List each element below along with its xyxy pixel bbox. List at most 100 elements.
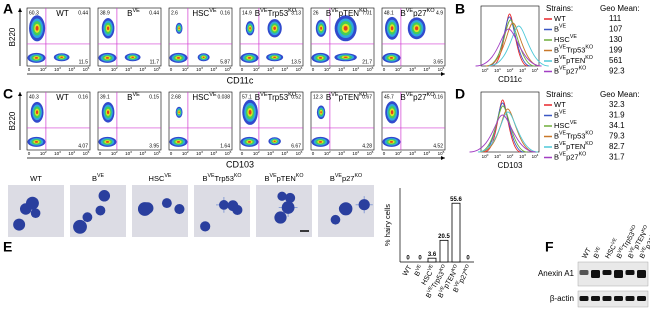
quadrant-value: 39.1 xyxy=(100,94,110,100)
tick-label-part: 10 xyxy=(494,154,500,159)
tick-label: 102 xyxy=(40,150,47,156)
tick-label: 104 xyxy=(352,66,359,72)
panel-letter: E xyxy=(3,239,12,255)
image-title: BVETrp53KO xyxy=(202,173,241,183)
tick-label-part: 5 xyxy=(88,150,90,154)
tick-label: 102 xyxy=(111,150,118,156)
band xyxy=(579,296,589,301)
tick-label-part: 10 xyxy=(83,151,89,156)
legend-label-part: WT xyxy=(554,14,566,23)
tick-label: 103 xyxy=(125,66,132,72)
tick-label-part: 0 xyxy=(170,151,173,156)
cell xyxy=(358,199,370,211)
density xyxy=(106,110,110,115)
image-title: HSCVE xyxy=(149,173,172,183)
tick-label-part: 10 xyxy=(482,154,488,159)
image-title-part: pTEN xyxy=(277,174,296,183)
tick-label: 0 xyxy=(99,151,102,156)
tick-label: 104 xyxy=(532,153,539,159)
image-title: WT xyxy=(30,174,42,183)
plot-title-part: WT xyxy=(56,93,69,102)
quadrant-value: 0.67 xyxy=(362,94,372,100)
tick-label-part: 10 xyxy=(83,67,89,72)
density xyxy=(35,25,39,31)
quadrant-value: 3.95 xyxy=(149,143,159,149)
tick-label: 0 xyxy=(28,67,31,72)
tick-label-part: 10 xyxy=(125,151,131,156)
tick-label-part: 3 xyxy=(343,66,345,70)
tick-label-part: 3 xyxy=(130,150,132,154)
image-title-part: HSC xyxy=(149,174,165,183)
tick-label: 0 xyxy=(383,151,386,156)
bar xyxy=(427,257,437,263)
plot-title-part: WT xyxy=(56,9,69,18)
tick-label-part: 4 xyxy=(428,66,430,70)
tick-label-part: 10 xyxy=(423,151,429,156)
histogram-curve xyxy=(486,19,535,67)
plot-title-part: B xyxy=(400,93,405,102)
cell xyxy=(338,203,350,214)
plot-title: BVETrp53KO xyxy=(255,92,297,102)
density xyxy=(249,27,251,30)
plot-title-part: pTEN xyxy=(339,93,360,102)
cell xyxy=(277,191,287,201)
density xyxy=(389,56,394,59)
x-tick-label-part: KO xyxy=(450,263,459,272)
density xyxy=(248,110,252,115)
plot-title: WT xyxy=(56,9,69,18)
tick-label-part: 0 xyxy=(99,151,102,156)
tick-label-part: 10 xyxy=(139,151,145,156)
plot-title-part: KO xyxy=(359,8,368,14)
tick-label-part: 3 xyxy=(524,153,526,157)
tick-label: 0 xyxy=(241,151,244,156)
image-title-part: KO xyxy=(354,173,362,179)
tick-label-part: 4 xyxy=(357,66,359,70)
tick-label-part: 4 xyxy=(537,153,539,157)
legend-label-part: KO xyxy=(585,131,593,137)
tick-label-part: 10 xyxy=(54,151,60,156)
legend-label-part: p27 xyxy=(566,152,579,161)
quadrant-value: 2.68 xyxy=(171,94,181,100)
legend-label: BVEp27KO xyxy=(554,66,586,76)
tick-label: 104 xyxy=(68,66,75,72)
geo-mean: 561 xyxy=(609,56,623,65)
image-title-part: KO xyxy=(234,173,242,179)
density xyxy=(320,26,323,30)
legend-label-part: WT xyxy=(554,100,566,109)
x-axis-label: CD103 xyxy=(226,159,254,169)
tick-label-part: 10 xyxy=(253,151,259,156)
tick-label-part: 10 xyxy=(68,151,74,156)
tick-label-part: 10 xyxy=(196,67,202,72)
band-label: β-actin xyxy=(550,294,574,303)
tick-label-part: 10 xyxy=(395,151,401,156)
tick-label-part: 10 xyxy=(324,67,330,72)
legend-label: BVEpTENKO xyxy=(554,55,593,65)
panel-letter: C xyxy=(3,86,13,102)
tick-label-part: 4 xyxy=(144,150,146,154)
plot-title: BVEp27KO xyxy=(400,8,435,18)
tick-label-part: 10 xyxy=(281,67,287,72)
density xyxy=(60,56,64,59)
plot-title-part: VE xyxy=(406,8,414,14)
tick-label-part: 4 xyxy=(73,150,75,154)
density xyxy=(202,56,205,59)
quadrant-value: 0.52 xyxy=(291,94,301,100)
tick-label-part: 2 xyxy=(45,66,47,70)
tick-label: 103 xyxy=(338,150,345,156)
density xyxy=(247,140,252,143)
tick-label-part: 0 xyxy=(241,151,244,156)
density xyxy=(34,56,39,59)
tick-label-part: 5 xyxy=(443,66,445,70)
plot-title-part: Trp53 xyxy=(268,93,289,102)
quadrant-value: 14.9 xyxy=(242,10,252,16)
image-title: BVE xyxy=(92,173,105,183)
density xyxy=(273,140,276,143)
image-title-part: B xyxy=(202,174,207,183)
quadrant-value: 57.1 xyxy=(242,94,252,100)
tick-label: 102 xyxy=(40,66,47,72)
plot-title-part: B xyxy=(326,93,331,102)
tick-label-part: 10 xyxy=(40,151,46,156)
blot xyxy=(577,290,649,308)
